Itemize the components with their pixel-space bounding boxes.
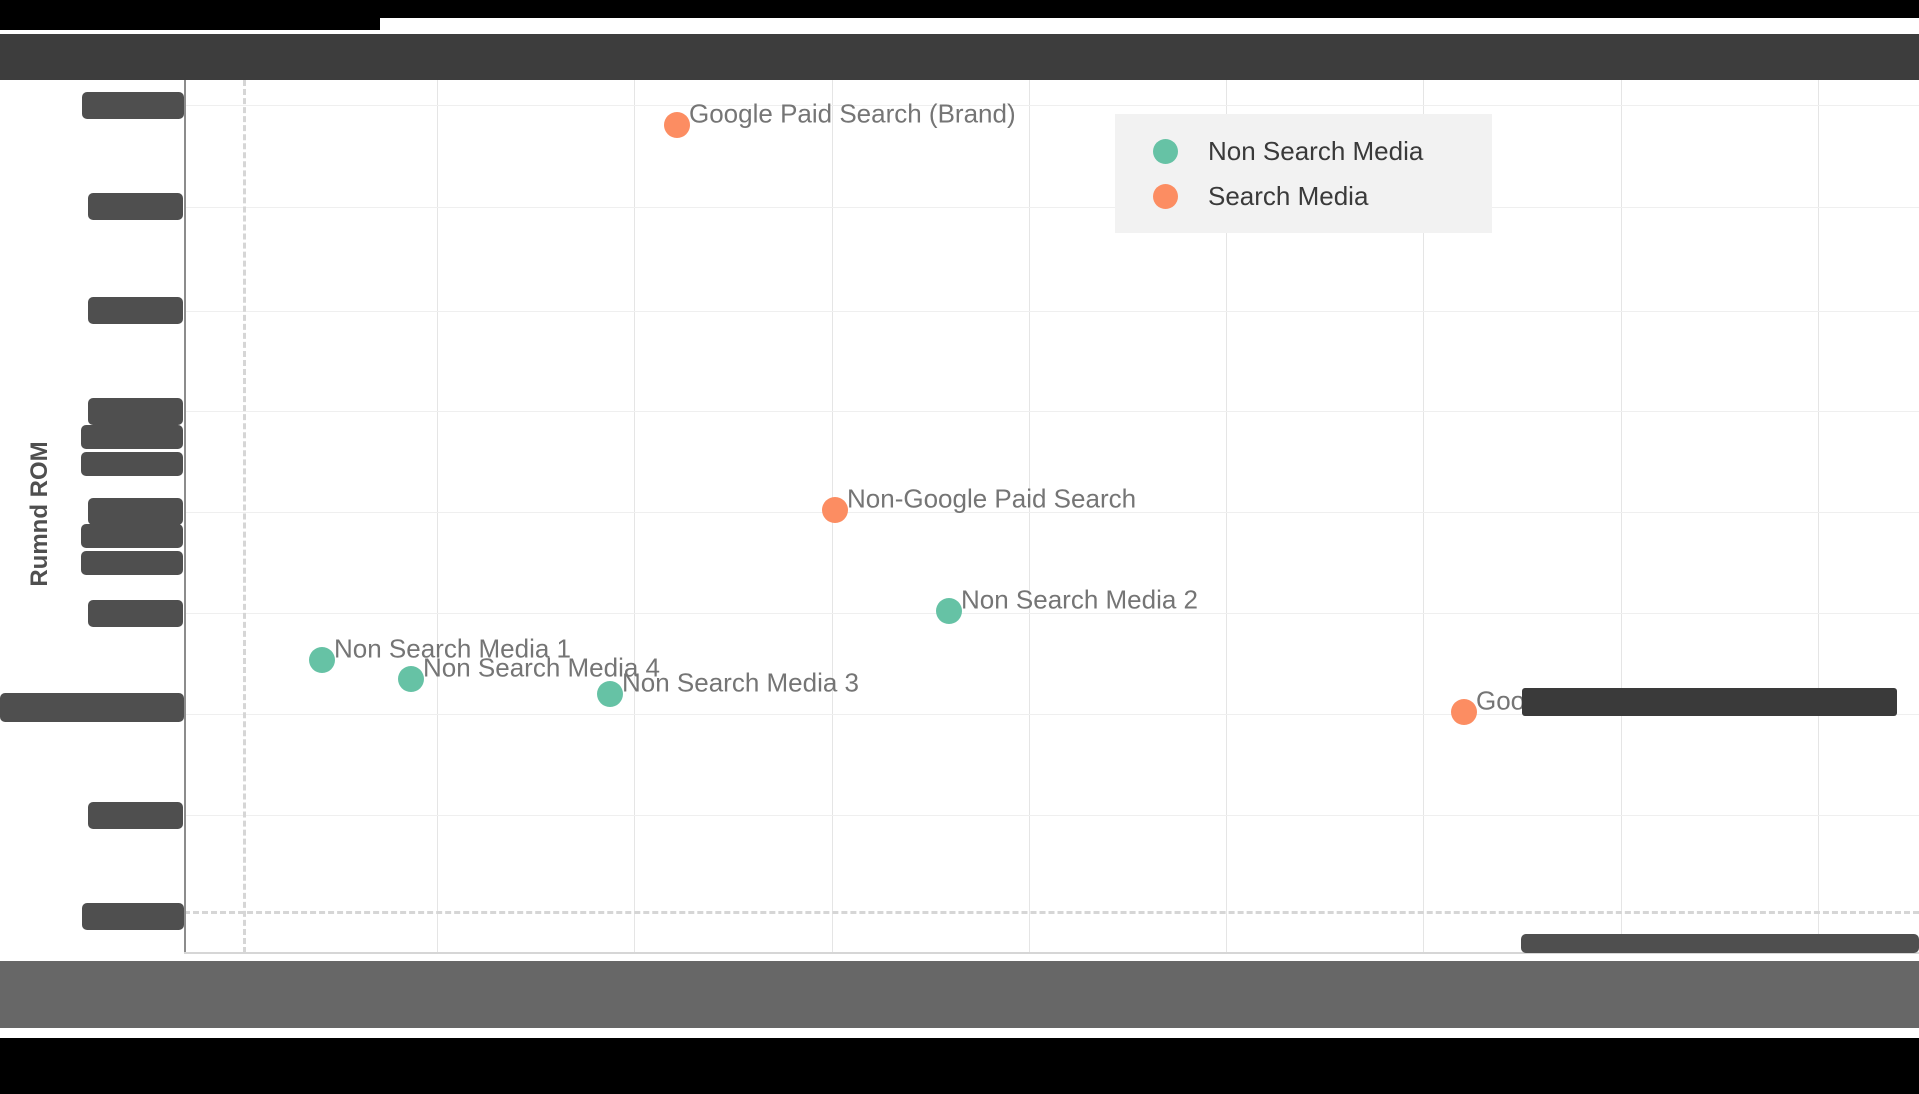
vertical-gridline [1818,80,1819,953]
redacted-y-tick-bar [88,398,183,425]
data-point-label: Non Search Media 4 [423,652,661,683]
vertical-dashed-reference-line [243,80,246,953]
vertical-gridline [1226,80,1227,953]
vertical-gridline [437,80,438,953]
redacted-y-tick-bar [88,600,183,627]
redacted-y-tick-bar [88,802,183,829]
legend-label: Search Media [1208,180,1369,211]
chart-legend: Non Search Media Search Media [1115,114,1492,233]
data-point-label: Non Search Media 2 [961,584,1199,615]
redacted-y-tick-bar [88,297,183,324]
redacted-x-axis-label-bar [0,961,1919,1028]
horizontal-dashed-reference-line [184,911,1919,914]
redacted-y-tick-bar [81,425,183,449]
horizontal-gridline [185,411,1919,412]
data-point[interactable] [664,112,690,138]
data-point-label: Non-Google Paid Search [847,483,1137,514]
data-point[interactable] [1451,699,1477,725]
vertical-gridline [1029,80,1030,953]
x-axis-line [184,952,1919,954]
redacted-y-tick-bar [0,693,184,722]
legend-swatch-icon [1153,183,1178,209]
redacted-bottom-strip [0,1038,1919,1094]
redacted-y-tick-bar [81,551,183,575]
data-point[interactable] [822,497,848,523]
horizontal-gridline [185,105,1919,106]
redacted-point-label-bar [1522,688,1897,716]
redacted-y-tick-bar [81,524,183,548]
horizontal-gridline [185,512,1919,513]
data-point-label: Google Paid Search (Brand) [689,98,1016,129]
horizontal-gridline [185,311,1919,312]
vertical-gridline [1621,80,1622,953]
data-point[interactable] [936,598,962,624]
vertical-gridline [1423,80,1424,953]
data-point[interactable] [309,647,335,673]
redacted-x-tick-bar [1521,934,1919,953]
data-point-label: Goo [1476,685,1526,716]
data-point-label: Non Search Media 3 [622,667,860,698]
y-axis-line [184,80,186,953]
redacted-y-tick-bar [82,903,184,930]
redacted-y-tick-bar [88,193,183,220]
redacted-top-strip [0,0,1919,18]
redacted-y-tick-bar [88,498,183,525]
data-point[interactable] [398,666,424,692]
redacted-y-tick-bar [82,92,184,119]
legend-entry-search-media[interactable]: Search Media [1153,181,1492,212]
redacted-chart-title-bar [0,34,1919,80]
horizontal-gridline [185,207,1919,208]
data-point-label: Non Search Media 1 [334,633,572,664]
y-axis-title: Rumnd ROM [26,441,53,587]
horizontal-gridline [185,714,1919,715]
legend-entry-non-search-media[interactable]: Non Search Media [1153,136,1492,167]
redacted-y-tick-bar [81,452,183,476]
vertical-gridline [634,80,635,953]
data-point[interactable] [597,681,623,707]
horizontal-gridline [185,815,1919,816]
redacted-top-left-block [0,0,380,30]
legend-label: Non Search Media [1208,135,1424,166]
legend-swatch-icon [1153,138,1178,164]
horizontal-gridline [185,613,1919,614]
